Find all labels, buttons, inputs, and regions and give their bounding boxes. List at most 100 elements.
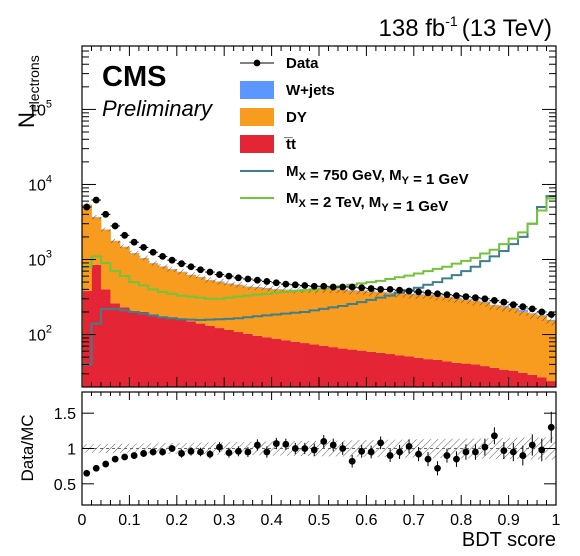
legend-label-part: = 1 GeV [389,198,449,215]
dy-bar [366,291,377,352]
ttbar-bar [451,362,462,387]
ratio-point [415,450,422,458]
mc-uncertainty-band [157,263,168,269]
x-tick-label: 0.6 [355,512,377,529]
mc-uncertainty-band [489,300,500,310]
data-point [92,196,100,204]
y-tick-mantissa: 10 [28,328,46,345]
ratio-uncertainty-band [176,442,187,455]
data-point [500,298,508,306]
mc-uncertainty-band [110,238,120,244]
data-point [197,266,204,274]
ratio-y-tick-label: 1 [67,442,76,459]
ratio-uncertainty-band [489,438,500,459]
ratio-point [140,450,148,457]
ttbar-bar [214,328,225,387]
dy-bar [319,289,329,346]
ttbar-bar [91,264,102,387]
data-point [528,305,536,313]
dy-bar [300,289,310,344]
mc-uncertainty-band [138,255,149,261]
dy-bar [432,296,443,360]
mc-uncertainty-band [271,286,282,293]
data-point [424,289,432,297]
ttbar-bar [375,352,386,387]
ttbar-bar [110,303,121,387]
dy-bar [518,311,528,373]
legend-label: W+jets [286,82,335,99]
dy-bar [309,289,320,345]
data-point [348,283,356,291]
mc-uncertainty-band [508,303,519,314]
data-point [443,291,451,299]
ratio-point [187,447,195,455]
dy-bar [262,288,272,338]
y-tick-exponent: 2 [46,324,52,336]
ratio-point [253,441,261,449]
mc-uncertainty-band [176,269,187,275]
mc-uncertainty-band [148,260,158,266]
ttbar-bar [138,311,149,387]
ttbar-bar [157,316,168,387]
mc-uncertainty-band [518,305,528,316]
ratio-point [367,448,375,456]
mc-uncertainty-band [243,283,253,290]
legend-ttbar-swatch [240,135,274,153]
mc-uncertainty-band [167,266,177,272]
data-point [282,280,290,288]
legend-label-part: X [299,198,307,210]
data-point [462,293,470,301]
data-point [263,278,271,285]
ratio-point [291,445,299,452]
mc-uncertainty-band [385,289,395,298]
cms-logo-text: CMS [102,61,166,93]
ttbar-bar [205,325,216,387]
ttbar-bar [442,361,453,387]
mc-uncertainty-band [205,277,215,283]
dy-bar [119,246,130,308]
ratio-y-axis-title: Data/MC [18,414,37,481]
y-tick-exponent: 4 [46,173,52,185]
mc-uncertainty-band [527,308,538,319]
x-tick-label: 0.4 [260,512,282,529]
ttbar-bar [243,333,254,387]
data-point [216,271,223,278]
y-tick-label: 103 [28,249,52,270]
data-point [130,238,138,246]
ratio-point [481,443,489,451]
legend-wjets-swatch [240,81,274,99]
data-point [358,284,366,292]
ttbar-bar [356,350,367,387]
x-tick-label: 0.1 [118,512,140,529]
data-point [490,297,498,304]
ratio-point [102,460,110,468]
data-point [111,222,119,230]
ratio-uncertainty-band [129,443,139,454]
data-point [187,263,195,271]
ttbar-bar [252,335,263,387]
mc-uncertainty-band [290,286,301,294]
dy-bar [347,290,358,350]
data-point [519,303,527,311]
x-tick-label: 0.7 [403,512,425,529]
ttbar-bar [195,323,206,387]
y-tick-exponent: 5 [46,98,52,110]
data-point [367,285,375,292]
ratio-point [358,447,366,455]
dy-bar [537,315,547,378]
dy-bar [281,289,291,341]
ttbar-bar [167,318,178,387]
ratio-point [216,443,223,451]
data-point [377,285,385,293]
ttbar-bar [290,341,301,387]
legend-label-part: = 1 GeV [409,171,469,188]
ttbar-bar [300,343,310,387]
dy-bar [413,294,424,358]
legend-label: MX = 2 TeV, MY = 1 GeV [286,190,448,215]
ttbar-bar [233,332,244,387]
dy-bar [451,298,462,363]
ratio-uncertainty-band [423,439,433,458]
ratio-point [168,445,176,452]
